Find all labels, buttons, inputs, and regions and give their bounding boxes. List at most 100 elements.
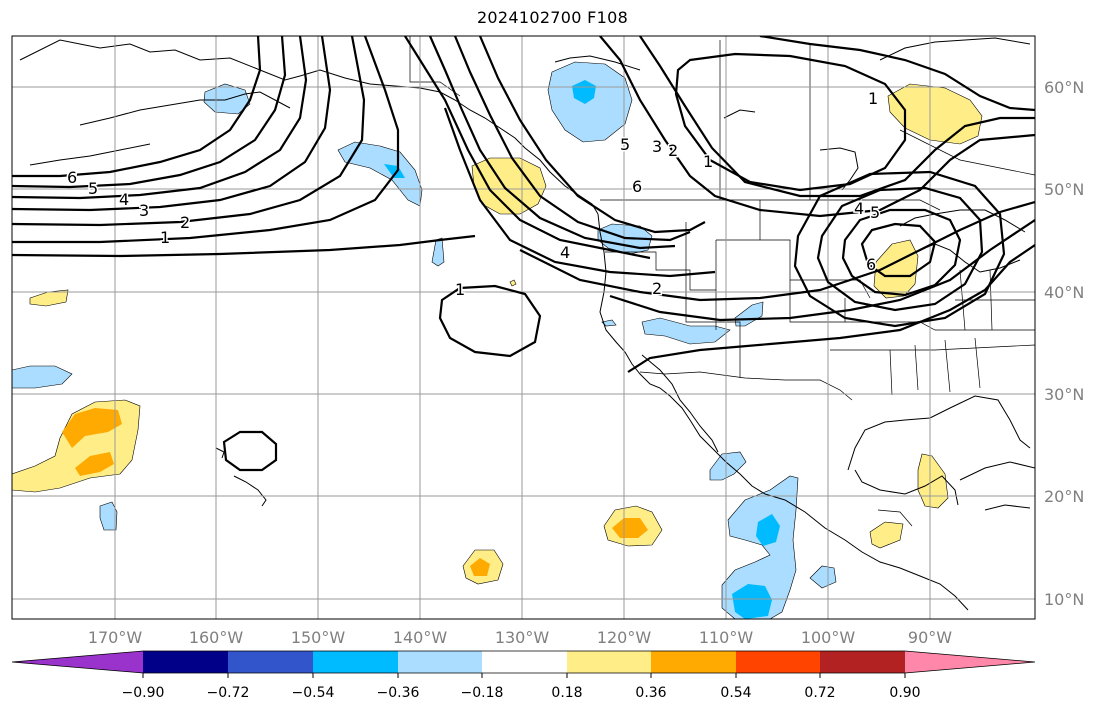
contour-label: 2 xyxy=(668,141,678,160)
contour-label: 2 xyxy=(180,213,190,232)
contour-label: 4 xyxy=(560,243,570,262)
lon-label: 130°W xyxy=(495,628,550,647)
colorbar-segment xyxy=(143,651,228,673)
lat-label: 60°N xyxy=(1044,78,1084,97)
lon-label: 100°W xyxy=(801,628,856,647)
anomaly-region xyxy=(509,279,517,287)
anomaly-core xyxy=(732,584,772,619)
colorbar-label: 0.18 xyxy=(551,685,582,701)
colorbar-segment xyxy=(736,651,820,673)
colorbar-label: −0.54 xyxy=(292,685,335,701)
colorbar-ticks xyxy=(142,673,906,678)
contour-line xyxy=(12,36,366,227)
colorbar-label: 0.36 xyxy=(635,685,666,701)
anomaly-core xyxy=(75,452,114,476)
colorbar-extend-right xyxy=(905,651,1035,673)
colorbar-label: −0.18 xyxy=(461,685,504,701)
contour-label: 5 xyxy=(870,203,880,222)
contours xyxy=(12,36,1035,472)
map-title: 2024102700 F108 xyxy=(476,8,629,27)
contour-line xyxy=(222,430,278,472)
anomaly-core xyxy=(756,514,780,546)
contour-line xyxy=(438,284,542,358)
contour-line xyxy=(860,222,937,278)
colorbar-label: 0.54 xyxy=(720,685,751,701)
anomaly-region xyxy=(873,239,919,299)
contour-line xyxy=(816,186,984,312)
lon-label: 150°W xyxy=(291,628,346,647)
contour-line xyxy=(793,170,1006,328)
anomaly-core xyxy=(572,80,596,104)
contour-label: 2 xyxy=(652,279,662,298)
colorbar-label: −0.72 xyxy=(207,685,250,701)
colorbar-segment xyxy=(228,651,313,673)
contour-label: 5 xyxy=(88,179,98,198)
contour-line xyxy=(12,36,308,200)
anomaly-region xyxy=(547,61,633,143)
contour-line xyxy=(841,208,962,297)
colorbar-segment xyxy=(398,651,482,673)
contour-label: 1 xyxy=(868,89,878,108)
map-frame xyxy=(11,35,1036,620)
colorbar-label: −0.90 xyxy=(122,685,165,701)
colorbar-extend-left xyxy=(12,651,143,673)
coastlines xyxy=(19,37,1035,611)
contour-line xyxy=(428,36,676,250)
colorbar-segment xyxy=(820,651,905,673)
colorbar-segment xyxy=(313,651,398,673)
lat-label: 30°N xyxy=(1044,385,1084,404)
anomaly-region xyxy=(99,501,118,531)
contour-labels: 6 5 4 3 2 1 1 2 4 5 6 3 2 1 4 5 6 1 xyxy=(66,88,882,301)
anomaly-region xyxy=(721,475,799,619)
lat-label: 20°N xyxy=(1044,487,1084,506)
contour-line xyxy=(639,36,1035,198)
anomaly-region xyxy=(431,237,445,267)
lat-label: 50°N xyxy=(1044,180,1084,199)
lon-label: 120°W xyxy=(597,628,652,647)
longitude-labels: 170°W 160°W 150°W 140°W 130°W 120°W 110°… xyxy=(88,628,952,647)
colorbar-labels: −0.90 −0.72 −0.54 −0.36 −0.18 0.18 0.36 … xyxy=(122,685,921,701)
latitude-labels: 60°N 50°N 40°N 30°N 20°N 10°N xyxy=(1044,78,1084,609)
contour-label: 3 xyxy=(652,137,662,156)
lon-label: 170°W xyxy=(88,628,143,647)
colorbar: −0.90 −0.72 −0.54 −0.36 −0.18 0.18 0.36 … xyxy=(11,650,1036,701)
lon-label: 110°W xyxy=(699,628,754,647)
lon-label: 90°W xyxy=(908,628,952,647)
anomaly-region xyxy=(709,451,747,481)
contour-line xyxy=(443,107,716,278)
contour-line xyxy=(453,36,691,242)
contour-label: 6 xyxy=(67,168,77,187)
colorbar-label: −0.36 xyxy=(377,685,420,701)
contour-label: 6 xyxy=(632,177,642,196)
lat-label: 40°N xyxy=(1044,283,1084,302)
colorbar-label: 0.72 xyxy=(804,685,835,701)
contour-label: 3 xyxy=(139,201,149,220)
anomaly-core xyxy=(62,408,122,448)
contour-line xyxy=(12,36,262,178)
anomaly-core xyxy=(384,164,405,178)
anomaly-region xyxy=(869,521,904,549)
contour-line xyxy=(627,244,1035,373)
contour-line xyxy=(759,36,1035,112)
anomaly-region xyxy=(809,565,837,589)
colorbar-segment xyxy=(482,651,567,673)
anomaly-region xyxy=(337,141,423,207)
contour-line xyxy=(12,234,476,258)
map-area xyxy=(12,36,1035,619)
contour-line xyxy=(12,36,400,244)
contour-label: 1 xyxy=(160,228,170,247)
anomaly-core xyxy=(470,558,490,576)
contour-label: 5 xyxy=(620,135,630,154)
contour-line xyxy=(599,36,1035,218)
contour-label: 6 xyxy=(866,255,876,274)
contour-label: 4 xyxy=(854,199,864,218)
lon-label: 140°W xyxy=(393,628,448,647)
colorbar-segment xyxy=(567,651,651,673)
contour-label: 1 xyxy=(703,152,713,171)
contour-line xyxy=(478,36,706,234)
anomaly-core xyxy=(612,518,648,538)
contour-line xyxy=(12,36,332,212)
lat-label: 10°N xyxy=(1044,590,1084,609)
contour-label: 4 xyxy=(119,190,129,209)
